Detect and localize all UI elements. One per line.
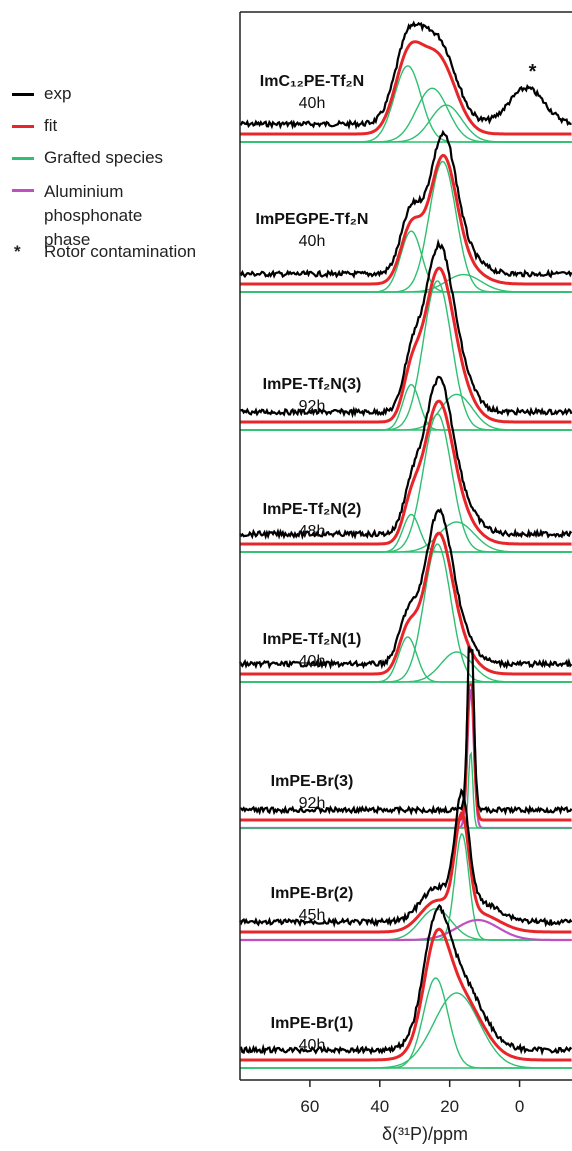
legend-label-exp: exp	[44, 84, 72, 103]
sample-time: 40h	[299, 95, 326, 112]
legend-label-fit: fit	[44, 116, 58, 135]
component-curve-aluminium	[240, 687, 572, 830]
component-curve-grafted	[240, 751, 572, 829]
spectrum-panel: ImPE-Br(2) 45h	[239, 788, 572, 942]
sample-name: ImPE-Br(1)	[271, 1015, 354, 1032]
x-axis: 60 40 20 0 δ(³¹P)/ppm	[239, 11, 572, 1144]
sample-name: ImPE-Tf₂N(1)	[263, 631, 362, 648]
component-curve-aluminium	[240, 918, 572, 942]
component-curve-grafted	[240, 104, 572, 143]
sample-name: ImPE-Br(2)	[271, 885, 354, 902]
x-axis-label: δ(³¹P)/ppm	[382, 1124, 468, 1144]
sample-name: ImPE-Tf₂N(3)	[263, 376, 362, 393]
sample-name: ImC₁₂PE-Tf₂N	[260, 73, 364, 90]
spectrum-panel: ImPE-Tf₂N(2) 48h	[239, 375, 572, 553]
experimental-curve	[239, 20, 572, 131]
legend-swatch-fit	[12, 125, 34, 128]
component-curve-grafted	[240, 651, 572, 683]
legend-swatch-aluminium	[12, 189, 34, 192]
sample-name: ImPEGPE-Tf₂N	[256, 211, 369, 228]
component-curve-grafted	[240, 280, 572, 431]
experimental-curve	[239, 788, 572, 929]
rotor-contamination-marker: *	[529, 61, 537, 83]
spectrum-panel: ImPE-Tf₂N(1) 40h	[238, 507, 572, 683]
fit-curve	[240, 40, 572, 136]
sample-name: ImPE-Tf₂N(2)	[263, 501, 362, 518]
legend-label-grafted: Grafted species	[44, 148, 164, 167]
sample-name: ImPE-Br(3)	[271, 773, 354, 790]
experimental-curve	[239, 646, 572, 816]
x-tick-label-1: 40	[370, 1097, 389, 1116]
component-curve-grafted	[240, 393, 572, 431]
spectrum-panel: ImPE-Br(3) 92h	[239, 646, 572, 830]
experimental-curve	[240, 904, 572, 1056]
x-axis-ticks: 60 40 20 0	[300, 1080, 524, 1116]
x-tick-label-2: 20	[440, 1097, 459, 1116]
component-curve-grafted	[240, 273, 572, 293]
x-tick-label-0: 60	[300, 1097, 319, 1116]
x-tick-label-3: 0	[515, 1097, 524, 1116]
legend: exp fit Grafted species Aluminium phosph…	[0, 0, 240, 300]
experimental-curve	[238, 507, 572, 670]
fit-curve	[240, 266, 572, 424]
legend-label-rotor: Rotor contamination	[44, 242, 197, 261]
component-curve-grafted	[240, 992, 572, 1069]
spectrum-panel: ImPE-Tf₂N(3) 92h	[239, 238, 572, 431]
fit-curve	[240, 927, 572, 1062]
fit-curve	[240, 811, 572, 934]
legend-swatch-exp	[12, 93, 34, 96]
fit-curve	[240, 153, 572, 286]
fit-curve	[240, 399, 572, 546]
sample-time: 92h	[299, 795, 326, 812]
fit-curve	[240, 683, 572, 822]
spectrum-panel: ImPE-Br(1) 40h	[240, 904, 572, 1069]
component-curve-grafted	[240, 413, 572, 553]
sample-time: 40h	[299, 1037, 326, 1054]
experimental-curve	[239, 238, 572, 419]
experimental-curve	[239, 375, 572, 540]
legend-label-aluminium: Aluminium phosphonate phase	[44, 182, 143, 249]
star-icon: *	[14, 242, 21, 261]
legend-swatch-grafted	[12, 157, 34, 160]
spectrum-panel: ImPEGPE-Tf₂N 40h	[239, 129, 572, 293]
sample-time: 40h	[299, 653, 326, 670]
spectrum-panel: * ImC₁₂PE-Tf₂N 40h	[239, 20, 572, 143]
component-curve-grafted	[240, 908, 572, 941]
component-curve-grafted	[240, 521, 572, 553]
sample-time: 40h	[299, 233, 326, 250]
fit-curve	[240, 531, 572, 676]
sample-time: 92h	[299, 398, 326, 415]
sample-time: 45h	[299, 907, 326, 924]
spectra-panels: *ImC₁₂PE-Tf₂N40hImPEGPE-Tf₂N40hImPE-Tf₂N…	[238, 20, 572, 1069]
sample-time: 48h	[299, 523, 326, 540]
experimental-curve	[239, 129, 572, 279]
